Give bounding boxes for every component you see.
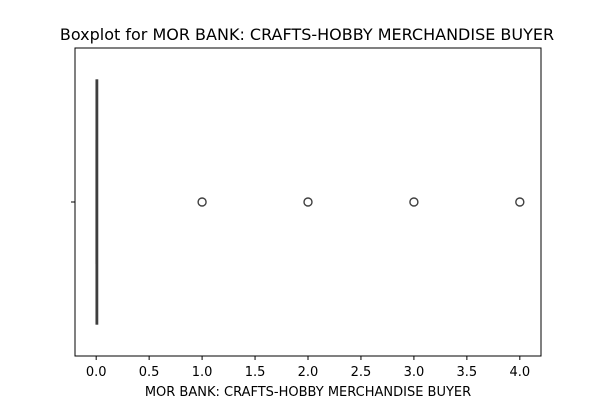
x-tick-label: 4.0 xyxy=(509,365,530,380)
x-tick-label: 3.0 xyxy=(404,365,425,380)
x-tick-label: 1.0 xyxy=(192,365,213,380)
x-tick-label: 2.5 xyxy=(351,365,372,380)
outlier-point xyxy=(197,197,207,207)
outlier-point xyxy=(409,197,419,207)
x-tick-label: 0.5 xyxy=(139,365,160,380)
outlier-point xyxy=(515,197,525,207)
x-tick-label: 3.5 xyxy=(457,365,478,380)
x-axis-label: MOR BANK: CRAFTS-HOBBY MERCHANDISE BUYER xyxy=(145,385,471,400)
x-axis-ticks: 0.0 0.5 1.0 1.5 2.0 2.5 3.0 3.5 4.0 xyxy=(86,356,530,380)
outlier-points xyxy=(197,197,525,207)
x-tick-label: 1.5 xyxy=(245,365,266,380)
x-tick-label: 2.0 xyxy=(298,365,319,380)
outlier-point xyxy=(303,197,313,207)
box-element xyxy=(95,79,99,325)
plot-area-frame xyxy=(74,47,542,357)
chart-title: Boxplot for MOR BANK: CRAFTS-HOBBY MERCH… xyxy=(60,25,554,44)
x-tick-label: 0.0 xyxy=(86,365,107,380)
